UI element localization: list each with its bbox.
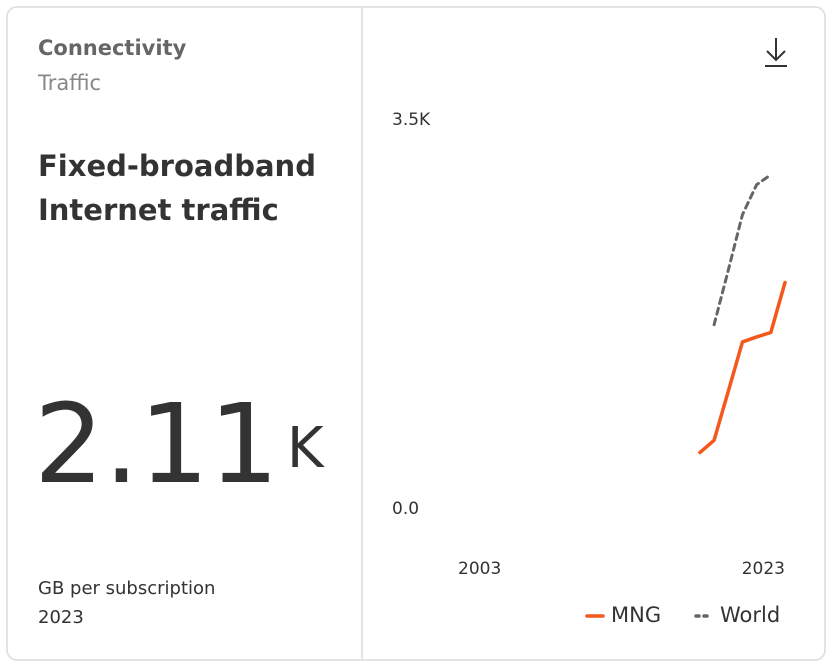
legend-label: MNG [611, 603, 661, 627]
title-line: Fixed-broadband [38, 149, 316, 183]
value-unit: K [287, 416, 325, 481]
x-tick-label: 2003 [458, 559, 501, 579]
year: 2023 [38, 607, 84, 628]
value: 2.11 [34, 380, 279, 508]
legend-label: World [720, 603, 780, 627]
unit: GB per subscription [38, 578, 215, 599]
y-tick-label: 3.5K [392, 110, 431, 130]
card-border [6, 6, 826, 661]
download-button[interactable] [765, 38, 787, 67]
subcategory: Traffic [37, 71, 101, 95]
line [698, 280, 787, 455]
headline-value: 2.11 K [34, 380, 325, 508]
line [712, 173, 773, 327]
y-tick-label: 0.0 [392, 499, 419, 519]
category: Connectivity [38, 36, 187, 60]
title-line: Internet traffic [38, 193, 279, 227]
x-tick-label: 2023 [742, 559, 785, 579]
title: Fixed-broadband Internet traffic [38, 149, 316, 227]
